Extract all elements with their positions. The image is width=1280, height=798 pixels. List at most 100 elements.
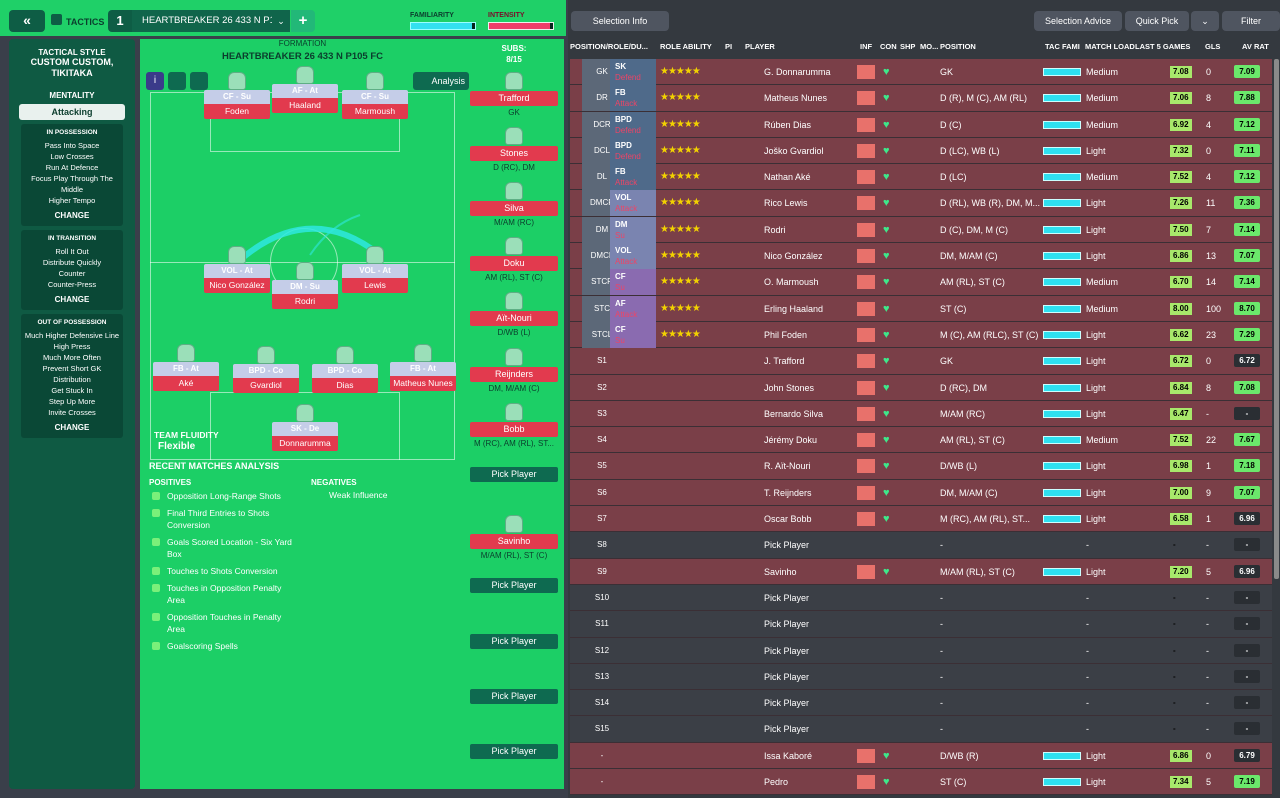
player-name[interactable]: Oscar Bobb xyxy=(764,514,812,525)
recent-matches-analysis-title[interactable]: RECENT MATCHES ANALYSIS xyxy=(149,461,280,471)
sub-player-name[interactable]: Bobb xyxy=(470,422,558,437)
in-transition-card[interactable]: IN TRANSITION Roll It Out Distribute Quic… xyxy=(21,230,123,310)
table-row[interactable]: S6 T. Reijnders ♥ DM, M/AM (C) Light 7.00 9 7.0… xyxy=(570,479,1272,507)
chevron-down-icon[interactable]: ⌄ xyxy=(272,10,290,32)
pick-player-dropdown[interactable]: Pick Player xyxy=(470,634,558,649)
table-row[interactable]: S14 Pick Player - - - - - xyxy=(570,690,1272,717)
table-row[interactable]: DMCR VOL Attack ★★★★★ Rico Lewis ♥ D (RL), WB … xyxy=(570,190,1272,217)
info-badge-icon[interactable] xyxy=(857,564,875,579)
player-name[interactable]: Pedro xyxy=(764,777,789,788)
table-row[interactable]: S3 Bernardo Silva ♥ M/AM (RC) Light 6.47 - - xyxy=(570,400,1272,428)
player-role[interactable]: BPD - Co xyxy=(312,364,378,378)
table-row[interactable]: S9 Savinho ♥ M/AM (RL), ST (C) Light 7.20 5 6.9… xyxy=(570,558,1272,585)
pitch-player-haaland[interactable]: AF - At Haaland xyxy=(272,66,338,113)
player-role[interactable]: CF - Su xyxy=(342,90,408,104)
tactical-style-name[interactable]: CUSTOM CUSTOM, TIKITAKA xyxy=(30,57,114,78)
player-name[interactable]: Rodri xyxy=(764,224,786,235)
player-name[interactable]: G. Donnarumma xyxy=(764,67,831,77)
player-role[interactable]: SK - De xyxy=(272,422,338,436)
pitch-player-gvardiol[interactable]: BPD - Co Gvardiol xyxy=(233,346,299,393)
table-row[interactable]: S7 Oscar Bobb ♥ M (RC), AM (RL), ST... Light… xyxy=(570,506,1272,533)
column-header[interactable]: AV RAT xyxy=(1242,42,1269,51)
player-role[interactable]: FB - At xyxy=(153,362,219,376)
table-row[interactable]: - Pedro ♥ ST (C) Light 7.34 5 7.19 xyxy=(570,769,1272,796)
player-name[interactable]: Marmoush xyxy=(342,104,408,119)
player-name[interactable]: Issa Kaboré xyxy=(764,750,813,761)
player-name[interactable]: Foden xyxy=(204,104,270,119)
role-cell[interactable]: BPD Defend xyxy=(610,111,656,138)
player-name[interactable]: Lewis xyxy=(342,278,408,293)
player-name[interactable]: R. Aït-Nouri xyxy=(764,461,811,472)
column-header[interactable]: MO... xyxy=(920,42,939,51)
table-row[interactable]: STC AF Attack ★★★★★ Erling Haaland ♥ ST (C) Med… xyxy=(570,295,1272,322)
table-row[interactable]: DL FB Attack ★★★★★ Nathan Aké ♥ D (LC) Medium 7.… xyxy=(570,164,1272,191)
in-transition-change-button[interactable]: CHANGE xyxy=(54,295,90,304)
pick-player-dropdown[interactable]: Pick Player xyxy=(470,689,558,704)
scrollbar[interactable] xyxy=(1274,59,1279,579)
sub-player-name[interactable]: Aït-Nouri xyxy=(470,311,558,326)
player-name[interactable]: Pick Player xyxy=(764,698,810,709)
player-role[interactable]: BPD - Co xyxy=(233,364,299,378)
sub-slot[interactable]: Pick Player xyxy=(470,467,558,482)
formation-name[interactable]: HEARTBREAKER 26 433 N P105 FC xyxy=(221,51,384,62)
player-role[interactable]: CF - Su xyxy=(204,90,270,104)
sub-slot[interactable]: Bobb M (RC), AM (RL), ST... xyxy=(470,403,558,448)
selection-advice-button[interactable]: Selection Advice xyxy=(1034,11,1122,31)
column-header[interactable]: INF xyxy=(860,42,873,51)
chart-icon[interactable] xyxy=(168,72,186,90)
info-badge-icon[interactable] xyxy=(857,354,875,369)
sub-player-name[interactable]: Stones xyxy=(470,146,558,161)
table-row[interactable]: DR FB Attack ★★★★★ Matheus Nunes ♥ D (R), M (C… xyxy=(570,85,1272,112)
table-row[interactable]: S10 Pick Player - - - - - xyxy=(570,584,1272,612)
sub-slot[interactable]: Pick Player xyxy=(470,744,558,759)
info-badge-icon[interactable] xyxy=(857,775,875,790)
info-badge-icon[interactable] xyxy=(857,380,875,395)
table-row[interactable]: S12 Pick Player - - - - - xyxy=(570,637,1272,664)
info-badge-icon[interactable] xyxy=(857,91,875,106)
info-badge-icon[interactable] xyxy=(857,485,875,500)
pitch-player-nico-gonz-lez[interactable]: VOL - At Nico González xyxy=(204,246,270,293)
out-of-possession-card[interactable]: OUT OF POSSESSION Much Higher Defensive … xyxy=(21,314,123,438)
quick-pick-button[interactable]: Quick Pick xyxy=(1125,11,1189,31)
player-name[interactable]: Pick Player xyxy=(764,671,810,682)
table-row[interactable]: S4 Jérémy Doku ♥ AM (RL), ST (C) Medium 7.52 2… xyxy=(570,427,1272,454)
info-badge-icon[interactable] xyxy=(857,170,875,185)
player-name[interactable]: Pick Player xyxy=(764,645,810,656)
player-name[interactable]: Haaland xyxy=(272,98,338,113)
pitch-player-lewis[interactable]: VOL - At Lewis xyxy=(342,246,408,293)
table-row[interactable]: S13 Pick Player - - - - - xyxy=(570,663,1272,691)
player-name[interactable]: Matheus Nunes xyxy=(390,376,456,391)
role-cell[interactable]: DM Su xyxy=(610,216,656,243)
analysis-button[interactable]: Analysis xyxy=(413,72,469,90)
info-badge-icon[interactable] xyxy=(857,433,875,448)
sub-slot[interactable]: Pick Player xyxy=(470,578,558,593)
player-name[interactable]: Matheus Nunes xyxy=(764,93,828,104)
sub-slot[interactable]: Doku AM (RL), ST (C) xyxy=(470,237,558,282)
pitch-player-rodri[interactable]: DM - Su Rodri xyxy=(272,262,338,309)
player-name[interactable]: O. Marmoush xyxy=(764,277,819,288)
player-name[interactable]: Dias xyxy=(312,378,378,393)
table-row[interactable]: S8 Pick Player - - - - - xyxy=(570,532,1272,559)
sub-player-name[interactable]: Silva xyxy=(470,201,558,216)
role-cell[interactable]: CF Su xyxy=(610,321,656,348)
player-name[interactable]: Phil Foden xyxy=(764,329,808,340)
column-header[interactable]: PLAYER xyxy=(745,42,775,51)
column-header[interactable]: TAC FAMI xyxy=(1045,42,1080,51)
player-name[interactable]: Jérémy Doku xyxy=(764,435,818,446)
player-name[interactable]: Savinho xyxy=(764,566,797,577)
role-cell[interactable]: VOL Attack xyxy=(610,190,656,217)
sub-player-name[interactable]: Savinho xyxy=(470,534,558,549)
player-name[interactable]: Nathan Aké xyxy=(764,172,811,183)
info-badge-icon[interactable] xyxy=(857,143,875,158)
info-badge-icon[interactable] xyxy=(857,301,875,316)
player-name[interactable]: Pick Player xyxy=(764,724,810,735)
pitch-player-foden[interactable]: CF - Su Foden xyxy=(204,72,270,119)
info-badge-icon[interactable] xyxy=(857,196,875,211)
player-name[interactable]: Donnarumma xyxy=(272,436,338,451)
table-row[interactable]: S11 Pick Player - - - - - xyxy=(570,611,1272,638)
pitch-player-matheus-nunes[interactable]: FB - At Matheus Nunes xyxy=(390,344,456,391)
player-name[interactable]: Pick Player xyxy=(764,540,810,551)
info-badge-icon[interactable] xyxy=(857,65,875,79)
column-header[interactable]: CON xyxy=(880,42,897,51)
role-cell[interactable]: CF Su xyxy=(610,269,656,296)
